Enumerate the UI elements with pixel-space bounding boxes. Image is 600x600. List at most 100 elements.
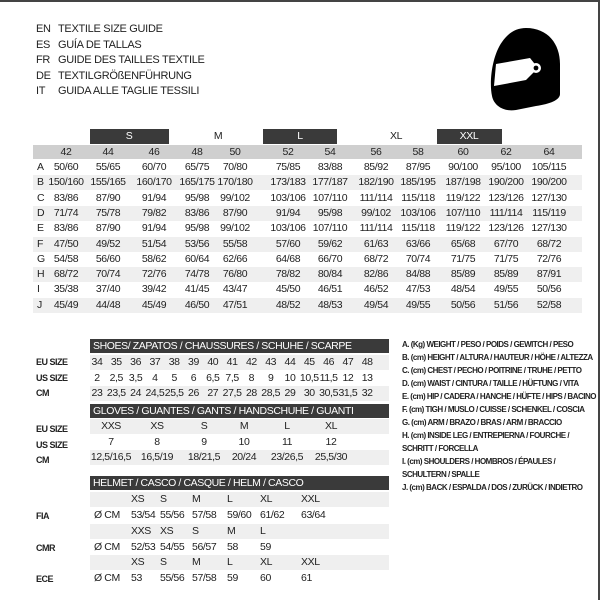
table-cell: 24,5 <box>145 387 165 399</box>
table-cell: 48 <box>361 356 373 368</box>
table-cell: XL <box>324 420 338 432</box>
table-cell: 49/54 <box>363 298 389 311</box>
size-group-bar <box>437 129 502 144</box>
table-cell: 60/64 <box>184 252 210 265</box>
table-cell: 83/88 <box>317 161 343 173</box>
table-cell: 48/54 <box>450 283 476 296</box>
column-header: 52 <box>282 146 294 158</box>
table-cell: 47/53 <box>405 283 431 296</box>
table-cell: 105/115 <box>531 161 567 173</box>
column-header: 46 <box>148 146 160 158</box>
unit-label: Ø CM <box>94 540 120 553</box>
row-stripe <box>33 175 582 191</box>
table-cell: 49/55 <box>493 283 519 296</box>
table-cell: 28 <box>245 387 257 399</box>
row-label: CM <box>36 455 50 465</box>
table-cell: 4 <box>152 371 158 384</box>
table-cell: 53/54 <box>131 509 156 521</box>
standard-label: CMR <box>36 542 56 553</box>
column-header-row <box>33 145 582 159</box>
table-cell: 47 <box>342 356 354 368</box>
size-label: M <box>227 524 236 537</box>
table-cell: 187/198 <box>445 176 481 189</box>
table-cell: 13 <box>361 371 373 384</box>
table-cell: 39 <box>188 356 199 368</box>
table-cell: 23,5 <box>106 387 126 399</box>
table-cell: 99/102 <box>220 191 250 204</box>
row-label: EU SIZE <box>36 424 68 434</box>
section-title-bar: SHOES/ ZAPATOS / CHAUSSURES / SCHUHE / S… <box>90 339 389 353</box>
table-cell: 18/21,5 <box>187 451 221 463</box>
legend-item: C. (cm) CHEST / PECHO / POITRINE / TRUHE… <box>402 366 582 375</box>
table-cell: 190/200 <box>531 176 567 189</box>
size-label: L <box>227 556 233 568</box>
table-cell: 55/58 <box>222 237 248 250</box>
row-stripe <box>33 205 582 221</box>
column-header: 42 <box>60 146 72 158</box>
row-label: D <box>37 206 45 219</box>
table-cell: 67/70 <box>493 237 519 250</box>
table-cell: 48/53 <box>317 298 343 311</box>
table-cell: 45/49 <box>141 298 167 311</box>
table-cell: 7,5 <box>225 371 239 384</box>
table-cell: 59 <box>227 572 238 584</box>
size-group-bar <box>263 129 337 144</box>
table-cell: 68/72 <box>53 268 79 281</box>
table-cell: 123/126 <box>488 191 524 204</box>
column-header: 62 <box>500 146 512 158</box>
table-cell: 95/100 <box>491 161 521 173</box>
table-cell: 111/114 <box>359 222 393 235</box>
table-cell: 87/90 <box>95 191 121 204</box>
table-cell: 8 <box>248 371 255 384</box>
size-label: XS <box>131 556 145 568</box>
row-stripe <box>33 267 582 283</box>
row-stripe <box>33 297 582 313</box>
table-cell: 107/110 <box>312 222 348 235</box>
measurement-legend: A. (Kg) WEIGHT / PESO / POIDS / GEWITCH … <box>402 338 596 494</box>
row-label: EU SIZE <box>36 357 68 367</box>
table-cell: 35 <box>110 356 122 368</box>
language-code: EN <box>36 23 51 35</box>
table-cell: 52/53 <box>131 540 156 553</box>
table-cell: 57/58 <box>192 572 217 584</box>
table-cell: 95/98 <box>184 222 210 235</box>
title-text: GUIDA ALLE TAGLIE TESSILI <box>58 85 200 97</box>
table-cell: 44/48 <box>95 298 121 311</box>
legend-item: SCHULTERN / SPALLE <box>402 470 480 479</box>
table-cell: 10 <box>238 435 250 448</box>
table-cell: 87/90 <box>95 222 121 235</box>
legend-item: H. (cm) INSIDE LEG / ENTREPIERNA / FOURC… <box>402 431 570 440</box>
legend-item: D. (cm) WAIST / CINTURA / TAILLE / HÜFTU… <box>402 379 579 388</box>
table-cell: 8 <box>154 435 160 448</box>
table-cell: 46/52 <box>363 283 389 296</box>
size-group-label: L <box>297 130 303 142</box>
table-cell: 10,5 <box>299 371 319 384</box>
row-stripe <box>90 419 389 434</box>
size-label: XS <box>131 493 145 505</box>
table-cell: 51/54 <box>141 237 167 250</box>
table-cell: 45 <box>303 356 315 368</box>
table-cell: 68/72 <box>363 252 389 265</box>
table-cell: 75/78 <box>95 206 121 219</box>
table-cell: 46 <box>323 356 335 368</box>
table-cell: 90/100 <box>448 161 478 173</box>
title-line: ES GUÍA DE TALLAS <box>36 38 205 54</box>
table-cell: 12,5/16,5 <box>90 451 132 463</box>
table-cell: 70/80 <box>222 161 248 173</box>
table-cell: 61/63 <box>363 237 389 250</box>
section-title-bar: GLOVES / GUANTES / GANTS / HANDSCHUHE / … <box>90 404 389 418</box>
table-cell: XXS <box>101 420 121 432</box>
size-label: XL <box>260 556 273 568</box>
table-cell: 190/200 <box>488 176 524 189</box>
table-cell: 87/95 <box>405 161 431 173</box>
table-cell: 85/92 <box>363 161 389 173</box>
row-stripe <box>33 236 582 252</box>
table-cell: 65/75 <box>184 161 210 173</box>
size-label: M <box>192 556 201 568</box>
table-cell: 60/70 <box>141 161 167 173</box>
table-cell: 99/102 <box>220 222 250 235</box>
table-cell: 46/51 <box>317 283 343 296</box>
table-cell: 85/89 <box>450 268 476 281</box>
table-cell: 82/86 <box>363 268 389 281</box>
table-cell: 63/64 <box>301 509 326 521</box>
